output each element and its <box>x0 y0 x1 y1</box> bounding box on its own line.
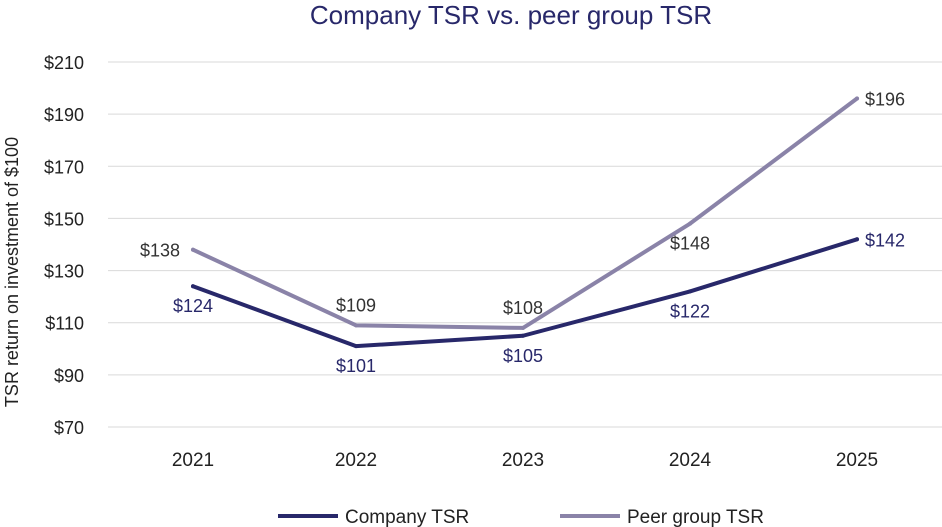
data-point <box>354 344 358 349</box>
x-tick-label: 2025 <box>836 450 878 471</box>
chart-title: Company TSR vs. peer group TSR <box>310 0 712 30</box>
x-tick-label: 2023 <box>502 450 544 471</box>
y-tick-label: $110 <box>45 314 84 334</box>
data-point <box>191 247 195 252</box>
data-point <box>855 96 859 101</box>
legend: Company TSR Peer group TSR <box>278 507 764 527</box>
y-tick-label: $130 <box>44 262 84 282</box>
y-tick-label: $190 <box>44 105 84 125</box>
data-point <box>354 323 358 328</box>
data-label: $122 <box>670 301 710 321</box>
y-tick-label: $170 <box>44 157 84 177</box>
data-labels: $124 $101 $105 $122 $142 $138 $109 $108 $148 $196 <box>140 90 905 377</box>
data-point <box>191 284 195 289</box>
data-label: $142 <box>865 230 905 250</box>
legend-label: Company TSR <box>345 507 469 527</box>
data-label: $108 <box>503 298 543 318</box>
data-label: $196 <box>865 90 905 110</box>
y-tick-label: $90 <box>54 366 84 386</box>
y-tick-label: $150 <box>44 209 84 229</box>
peer-group-tsr-line <box>191 96 859 330</box>
data-label: $138 <box>140 241 180 261</box>
company-tsr-line <box>191 237 859 349</box>
x-axis-ticks: 2021 2022 2023 2024 2025 <box>172 450 878 471</box>
data-point <box>688 289 692 294</box>
data-point <box>521 333 525 338</box>
data-point <box>521 325 525 330</box>
x-tick-label: 2024 <box>669 450 712 471</box>
x-tick-label: 2022 <box>335 450 377 471</box>
data-label: $105 <box>503 346 543 366</box>
gridlines <box>108 61 942 428</box>
series-lines <box>191 96 859 349</box>
data-label: $124 <box>173 296 213 316</box>
data-point <box>855 237 859 242</box>
y-tick-label: $210 <box>44 53 84 73</box>
y-axis-label: TSR return on investment of $100 <box>2 137 22 407</box>
legend-label: Peer group TSR <box>627 507 764 527</box>
y-tick-label: $70 <box>54 418 84 438</box>
x-tick-label: 2021 <box>172 450 214 471</box>
data-label: $101 <box>336 356 376 376</box>
data-label: $148 <box>670 234 710 254</box>
data-point <box>688 221 692 226</box>
y-axis-ticks: $70 $90 $110 $130 $150 $170 $190 $210 <box>44 53 84 438</box>
data-label: $109 <box>336 295 376 315</box>
